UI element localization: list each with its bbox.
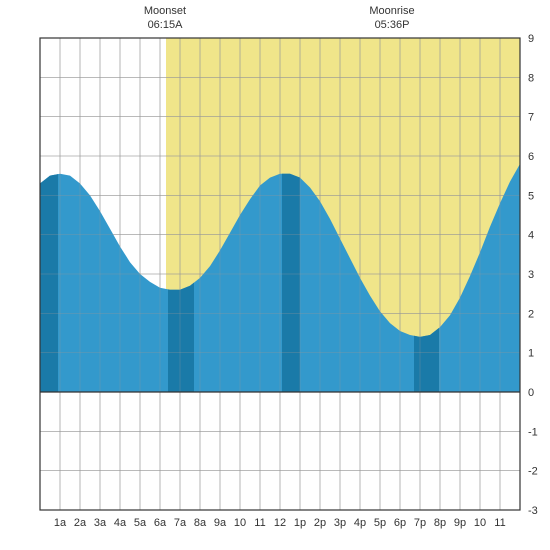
y-tick-label: -2 <box>528 466 538 478</box>
x-tick-label: 2a <box>74 517 87 529</box>
moon-event-time: 05:36P <box>375 19 410 31</box>
x-tick-label: 4p <box>354 517 366 529</box>
x-tick-label: 11 <box>494 517 505 529</box>
x-tick-label: 11 <box>254 517 265 529</box>
x-tick-label: 5a <box>134 517 147 529</box>
x-tick-label: 6a <box>154 517 167 529</box>
y-tick-label: 1 <box>528 348 534 360</box>
x-tick-label: 3p <box>334 517 346 529</box>
y-tick-label: 4 <box>528 230 534 242</box>
x-tick-label: 7p <box>414 517 426 529</box>
x-tick-label: 2p <box>314 517 326 529</box>
y-tick-label: 9 <box>528 33 534 45</box>
x-tick-label: 10 <box>234 517 246 529</box>
y-tick-label: 6 <box>528 151 534 163</box>
x-tick-label: 9a <box>214 517 227 529</box>
x-tick-label: 9p <box>454 517 466 529</box>
y-tick-label: 5 <box>528 190 534 202</box>
x-tick-label: 1a <box>54 517 67 529</box>
chart-svg: -3-2-101234567891a2a3a4a5a6a7a8a9a101112… <box>0 0 550 550</box>
moon-event-label: Moonrise <box>369 5 414 17</box>
x-tick-label: 6p <box>394 517 406 529</box>
x-tick-label: 7a <box>174 517 187 529</box>
y-tick-label: -3 <box>528 505 538 517</box>
y-tick-label: 8 <box>528 72 534 84</box>
y-tick-label: 3 <box>528 269 534 281</box>
x-tick-label: 10 <box>474 517 486 529</box>
x-tick-label: 3a <box>94 517 107 529</box>
y-tick-label: -1 <box>528 426 538 438</box>
tide-chart: -3-2-101234567891a2a3a4a5a6a7a8a9a101112… <box>0 0 550 550</box>
x-tick-label: 4a <box>114 517 127 529</box>
x-tick-label: 8a <box>194 517 207 529</box>
moon-event-time: 06:15A <box>148 19 184 31</box>
x-tick-label: 12 <box>274 517 286 529</box>
y-tick-label: 7 <box>528 112 534 124</box>
x-tick-label: 8p <box>434 517 446 529</box>
y-tick-label: 2 <box>528 308 534 320</box>
x-tick-label: 1p <box>294 517 306 529</box>
y-tick-label: 0 <box>528 387 534 399</box>
moon-event-label: Moonset <box>144 5 186 17</box>
x-tick-label: 5p <box>374 517 386 529</box>
